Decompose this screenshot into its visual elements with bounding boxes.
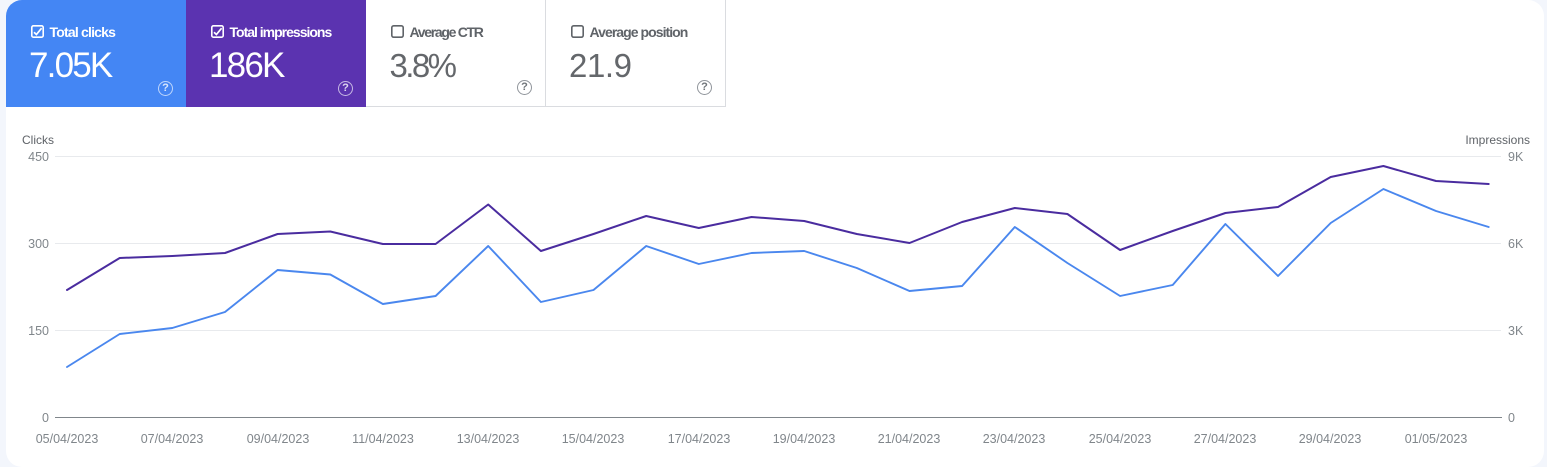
svg-text:6K: 6K [1508, 237, 1524, 251]
svg-text:09/04/2023: 09/04/2023 [247, 432, 310, 446]
svg-text:450: 450 [28, 150, 49, 164]
svg-text:07/04/2023: 07/04/2023 [141, 432, 204, 446]
svg-text:19/04/2023: 19/04/2023 [773, 432, 836, 446]
svg-text:25/04/2023: 25/04/2023 [1089, 432, 1152, 446]
svg-text:0: 0 [1508, 411, 1515, 425]
svg-text:150: 150 [28, 324, 49, 338]
svg-text:300: 300 [28, 237, 49, 251]
svg-text:13/04/2023: 13/04/2023 [457, 432, 520, 446]
svg-text:9K: 9K [1508, 150, 1524, 164]
svg-text:27/04/2023: 27/04/2023 [1194, 432, 1257, 446]
svg-text:01/05/2023: 01/05/2023 [1405, 432, 1468, 446]
svg-text:0: 0 [42, 411, 49, 425]
svg-text:29/04/2023: 29/04/2023 [1299, 432, 1362, 446]
svg-text:3K: 3K [1508, 324, 1524, 338]
svg-text:23/04/2023: 23/04/2023 [983, 432, 1046, 446]
svg-text:Impressions: Impressions [1465, 133, 1530, 147]
svg-text:17/04/2023: 17/04/2023 [668, 432, 731, 446]
svg-text:15/04/2023: 15/04/2023 [562, 432, 625, 446]
svg-text:05/04/2023: 05/04/2023 [36, 432, 99, 446]
svg-text:21/04/2023: 21/04/2023 [878, 432, 941, 446]
svg-text:Clicks: Clicks [22, 133, 54, 147]
svg-text:11/04/2023: 11/04/2023 [352, 432, 414, 446]
